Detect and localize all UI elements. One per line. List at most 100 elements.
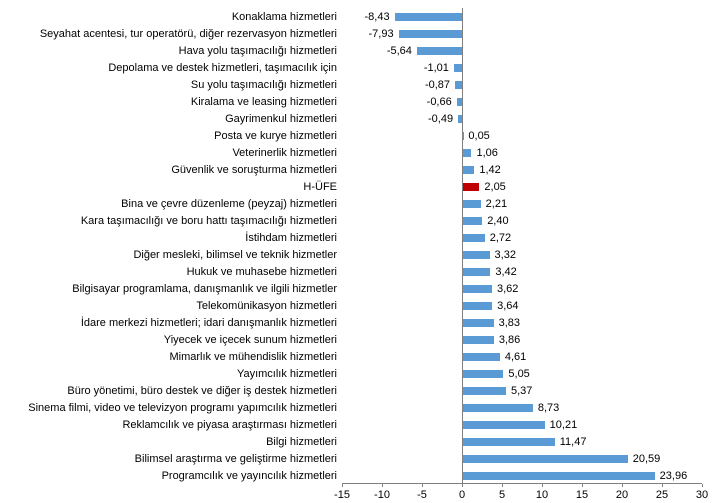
chart-row: Mimarlık ve mühendislik hizmetleri 4,61: [0, 348, 714, 365]
bar: [463, 454, 628, 463]
bar: [463, 233, 485, 242]
chart-row: İstihdam hizmetleri 2,72: [0, 229, 714, 246]
chart-row: Reklamcılık ve piyasa araştırması hizmet…: [0, 416, 714, 433]
chart-row: Sinema filmi, video ve televizyon progra…: [0, 399, 714, 416]
bar: [463, 148, 472, 157]
category-label: Güvenlik ve soruşturma hizmetleri: [171, 163, 337, 176]
category-label: Diğer mesleki, bilimsel ve teknik hizmet…: [133, 248, 337, 261]
bar: [463, 318, 494, 327]
value-label: -0,87: [424, 78, 451, 91]
bar: [458, 114, 462, 123]
category-label: Bina ve çevre düzenleme (peyzaj) hizmetl…: [121, 197, 337, 210]
value-label: 4,61: [504, 350, 527, 363]
value-label: -1,01: [423, 61, 449, 74]
value-label: 0,05: [468, 129, 490, 142]
bar: [455, 80, 462, 89]
chart-row: Veterinerlik hizmetleri 1,06: [0, 144, 714, 161]
category-label: Yayımcılık hizmetleri: [236, 367, 337, 380]
x-axis-tick-label: 0: [458, 489, 466, 501]
value-label: -5,64: [386, 44, 412, 57]
value-label: 3,62: [496, 282, 519, 295]
bar-highlight: [463, 182, 480, 191]
bar: [463, 267, 491, 276]
bar: [463, 216, 483, 225]
chart-row: İdare merkezi hizmetleri; idari danışman…: [0, 314, 714, 331]
bar: [463, 199, 481, 208]
x-axis-tick: [422, 484, 423, 487]
category-label: Depolama ve destek hizmetleri, taşımacıl…: [108, 61, 337, 74]
x-axis-tick: [382, 484, 383, 487]
x-axis-line: [342, 483, 702, 484]
value-label: 11,47: [559, 435, 587, 448]
chart-row: H-ÜFE 2,05: [0, 178, 714, 195]
value-label: 3,42: [495, 265, 517, 278]
chart-row: Telekomünikasyon hizmetleri 3,64: [0, 297, 714, 314]
chart-row: Güvenlik ve soruşturma hizmetleri 1,42: [0, 161, 714, 178]
chart-row: Programcılık ve yayıncılık hizmetleri 23,…: [0, 467, 714, 484]
chart-row: Büro yönetimi, büro destek ve diğer iş d…: [0, 382, 714, 399]
bar: [463, 352, 500, 361]
bar: [456, 97, 462, 106]
x-axis-tick-label: 20: [615, 489, 629, 501]
x-axis-tick-label: 30: [695, 489, 709, 501]
x-axis-tick: [462, 484, 463, 487]
value-label: 2,21: [485, 197, 508, 210]
category-label: Veterinerlik hizmetleri: [232, 146, 337, 159]
category-label: Telekomünikasyon hizmetleri: [196, 299, 337, 312]
value-label: 3,86: [498, 333, 521, 346]
bar: [463, 301, 493, 310]
x-axis-tick-label: 15: [575, 489, 589, 501]
x-axis-tick-label: 10: [535, 489, 549, 501]
bar: [394, 12, 462, 21]
category-label: Mimarlık ve mühendislik hizmetleri: [169, 350, 338, 363]
category-label: Programcılık ve yayıncılık hizmetleri: [161, 469, 337, 482]
bar: [463, 403, 533, 412]
category-label: Kara taşımacılığı ve boru hattı taşımacı…: [80, 214, 337, 227]
category-label: Posta ve kurye hizmetleri: [214, 129, 337, 142]
chart-row: Hukuk ve muhasebe hizmetleri 3,42: [0, 263, 714, 280]
bar: [463, 386, 506, 395]
x-axis-tick-label: -15: [334, 489, 350, 501]
value-label: 2,05: [484, 180, 506, 193]
category-label: Hukuk ve muhasebe hizmetleri: [186, 265, 337, 278]
bar: [463, 335, 494, 344]
value-label: -0,66: [426, 95, 452, 108]
category-label: İdare merkezi hizmetleri; idari danışman…: [80, 316, 337, 329]
bar: [463, 420, 545, 429]
category-label: Sinema filmi, video ve televizyon progra…: [28, 401, 337, 414]
bar: [463, 284, 492, 293]
x-axis-tick: [582, 484, 583, 487]
category-label: Bilgi hizmetleri: [266, 435, 337, 448]
category-label: Bilimsel araştırma ve geliştirme hizmetl…: [134, 452, 337, 465]
chart-row: Kiralama ve leasing hizmetleri -0,66: [0, 93, 714, 110]
bar: [463, 165, 475, 174]
value-label: 1,06: [476, 146, 498, 159]
x-axis-tick: [702, 484, 703, 487]
x-axis-tick-label: 25: [655, 489, 669, 501]
value-label: 5,37: [510, 384, 533, 397]
chart-row: Diğer mesleki, bilimsel ve teknik hizmet…: [0, 246, 714, 263]
category-label: Büro yönetimi, büro destek ve diğer iş d…: [67, 384, 337, 397]
chart-row: Bilgisayar programlama, danışmanlık ve i…: [0, 280, 714, 297]
bar: [453, 63, 462, 72]
bar: [463, 471, 655, 480]
value-label: 3,32: [494, 248, 516, 261]
category-label: Konaklama hizmetleri: [231, 10, 337, 23]
chart-row: Posta ve kurye hizmetleri 0,05: [0, 127, 714, 144]
value-label: 5,05: [508, 367, 530, 380]
bar: [398, 29, 462, 38]
value-label: 23,96: [659, 469, 688, 482]
category-label: Gayrimenkul hizmetleri: [225, 112, 337, 125]
x-axis-tick-label: -5: [417, 489, 427, 501]
category-label: Hava yolu taşımacılığı hizmetleri: [178, 44, 337, 57]
x-axis-tick: [662, 484, 663, 487]
value-label: -7,93: [368, 27, 394, 40]
value-label: -0,49: [428, 112, 454, 125]
x-axis-tick: [622, 484, 623, 487]
value-label: -8,43: [364, 10, 390, 23]
x-axis-tick: [502, 484, 503, 487]
chart-row: Bilimsel araştırma ve geliştirme hizmetl…: [0, 450, 714, 467]
bar: [463, 437, 555, 446]
category-label: H-ÜFE: [303, 180, 337, 193]
bar: [463, 369, 504, 378]
